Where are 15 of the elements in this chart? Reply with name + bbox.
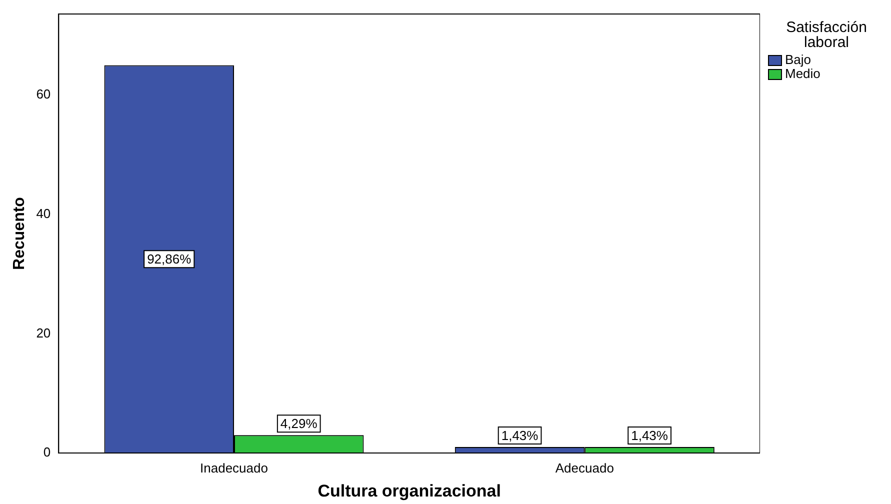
y-tick-label: 20 <box>36 325 51 340</box>
annotation: 4,29% <box>280 416 318 432</box>
x-tick-label: Inadecuado <box>200 460 268 476</box>
y-tick-label: 60 <box>36 86 51 102</box>
annotation: 1,43% <box>631 428 668 444</box>
legend-label: Medio <box>785 66 820 81</box>
y-tick-label: 40 <box>36 206 51 221</box>
annotation: 92,86% <box>147 252 192 267</box>
annotation: 1,43% <box>501 428 539 444</box>
x-axis-title: Cultura organizacional <box>318 481 501 500</box>
y-axis-title: Recuento <box>11 196 28 270</box>
y-tick-label: 0 <box>43 444 51 460</box>
legend-title: Satisfacción laboral <box>785 19 868 51</box>
x-tick-label: Adecuado <box>555 460 614 476</box>
legend-label: Bajo <box>785 52 812 67</box>
